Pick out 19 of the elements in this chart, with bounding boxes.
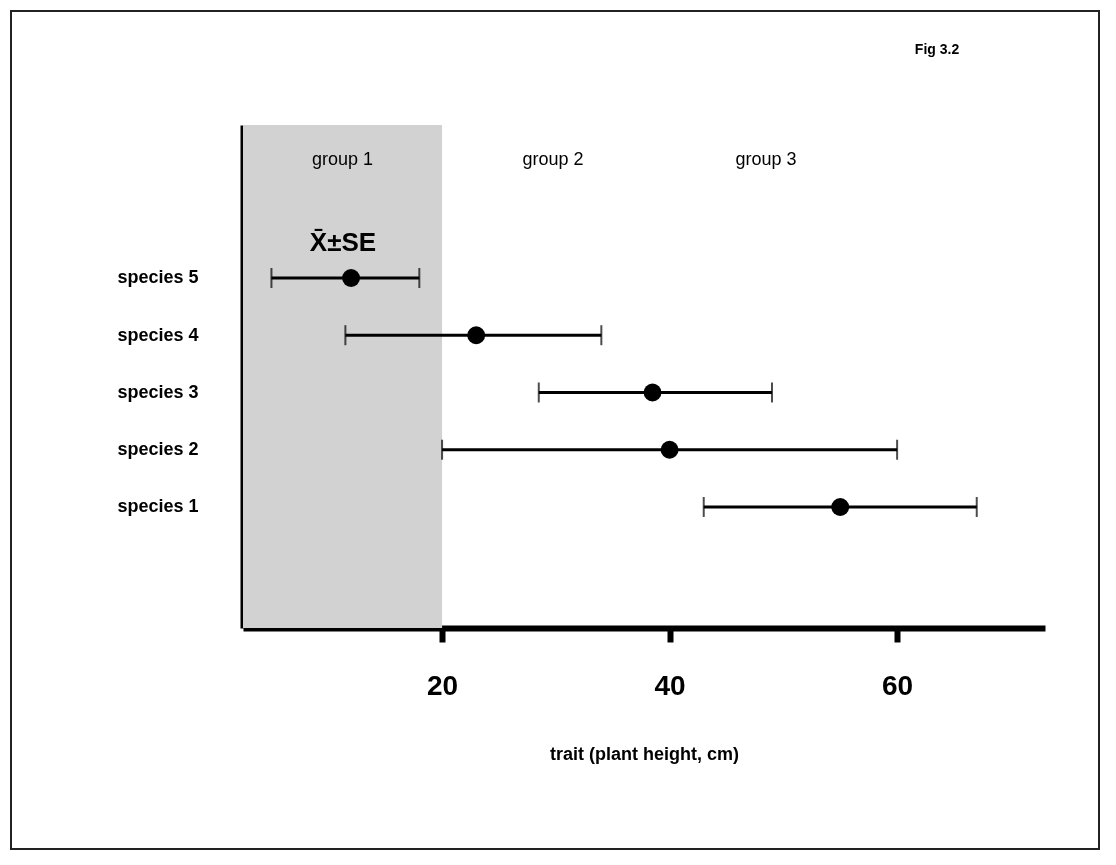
text: group 2 — [522, 149, 584, 169]
x-tick-label: 20 — [427, 669, 459, 701]
point — [467, 326, 486, 345]
y-tick-label: species 1 — [117, 496, 199, 517]
y-tick-label: species 2 — [117, 439, 199, 460]
y-tick-label: species 4 — [117, 324, 199, 345]
point — [342, 269, 361, 287]
band-label: group 1 — [312, 149, 374, 169]
x-tick-label: 40 — [654, 669, 686, 701]
point — [660, 440, 679, 459]
caption: Fig 3.2 — [914, 41, 960, 57]
y-tick-label: species 5 — [117, 267, 199, 288]
x-tick-label: 60 — [882, 669, 914, 701]
point — [643, 383, 662, 402]
y-tick-label: species 3 — [117, 381, 199, 402]
x-axis-title: trait (plant height, cm) — [550, 743, 740, 764]
point — [831, 498, 850, 516]
annotation: X̄±SE — [309, 227, 377, 257]
text: group 3 — [735, 149, 797, 169]
